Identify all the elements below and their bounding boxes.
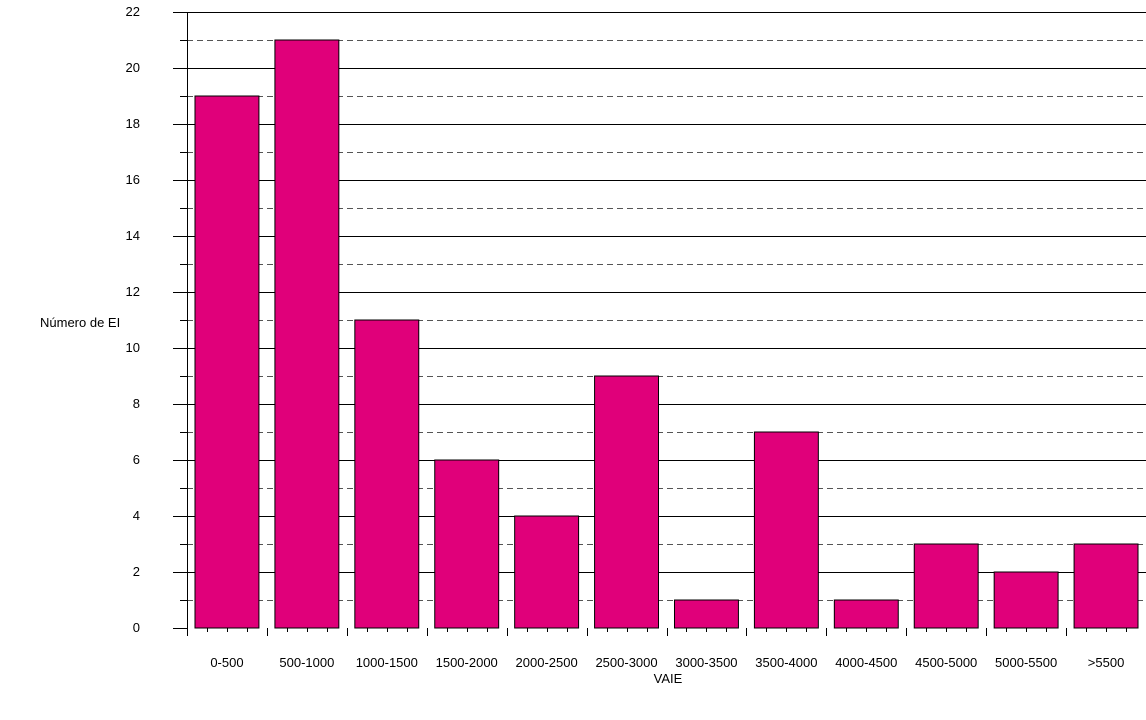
x-category-label: 2000-2500 — [516, 655, 578, 670]
y-tick-label: 20 — [126, 60, 140, 75]
y-tick-labels: 0 2 4 6 8 10 12 14 16 18 20 22 — [126, 4, 140, 635]
y-tick-label: 22 — [126, 4, 140, 19]
x-category-label: 4000-4500 — [835, 655, 897, 670]
bar-1500-2000 — [434, 459, 500, 629]
x-category-label: >5500 — [1088, 655, 1125, 670]
y-tick-label: 2 — [133, 564, 140, 579]
y-tick-label: 8 — [133, 396, 140, 411]
bar-500-1000 — [274, 39, 340, 629]
bar->5500 — [1073, 543, 1139, 629]
y-tick-label: 18 — [126, 116, 140, 131]
bars — [194, 39, 1139, 629]
x-category-labels: 0-500 500-1000 1000-1500 1500-2000 2000-2500… — [210, 655, 1124, 670]
bar-1000-1500 — [354, 319, 420, 629]
axes — [173, 12, 1146, 636]
bar-5000-5500 — [993, 571, 1059, 629]
y-tick-label: 6 — [133, 452, 140, 467]
bar-0-500 — [194, 95, 260, 629]
bar-3500-4000 — [753, 431, 819, 629]
x-axis-title: VAIE — [654, 671, 683, 686]
x-category-label: 5000-5500 — [995, 655, 1057, 670]
x-category-label: 500-1000 — [279, 655, 334, 670]
bar-2500-3000 — [594, 375, 660, 629]
x-category-label: 1500-2000 — [436, 655, 498, 670]
y-tick-label: 12 — [126, 284, 140, 299]
y-tick-label: 14 — [126, 228, 140, 243]
x-category-label: 4500-5000 — [915, 655, 977, 670]
bar-4500-5000 — [913, 543, 979, 629]
bar-4000-4500 — [833, 599, 899, 629]
x-category-label: 0-500 — [210, 655, 243, 670]
x-category-label: 1000-1500 — [356, 655, 418, 670]
y-tick-label: 10 — [126, 340, 140, 355]
y-tick-label: 4 — [133, 508, 140, 523]
x-category-label: 2500-3000 — [595, 655, 657, 670]
y-tick-label: 16 — [126, 172, 140, 187]
x-category-label: 3500-4000 — [755, 655, 817, 670]
bar-2000-2500 — [514, 515, 580, 629]
y-tick-label: 0 — [133, 620, 140, 635]
y-axis-title: Número de EI — [40, 315, 120, 330]
x-category-label: 3000-3500 — [675, 655, 737, 670]
bar-3000-3500 — [673, 599, 739, 629]
